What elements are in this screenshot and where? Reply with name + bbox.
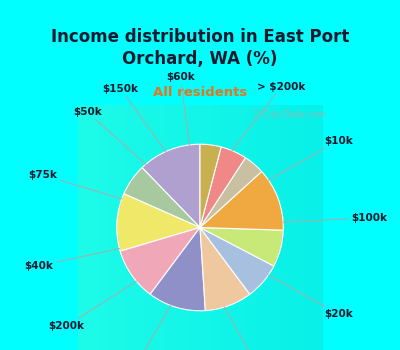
Text: $125k: $125k	[224, 307, 279, 350]
Text: All residents: All residents	[153, 85, 247, 99]
Wedge shape	[200, 158, 262, 228]
Text: $200k: $200k	[48, 281, 136, 331]
Wedge shape	[200, 228, 250, 311]
Text: > $200k: > $200k	[232, 82, 305, 151]
Wedge shape	[200, 147, 246, 228]
Wedge shape	[200, 144, 221, 228]
Text: ⓘ City-Data.com: ⓘ City-Data.com	[254, 110, 326, 119]
Wedge shape	[117, 194, 200, 251]
Wedge shape	[200, 228, 274, 294]
Wedge shape	[200, 172, 283, 230]
Wedge shape	[142, 144, 200, 228]
Wedge shape	[200, 228, 283, 266]
Text: $20k: $20k	[268, 275, 353, 320]
Text: $100k: $100k	[283, 213, 388, 223]
Text: $50k: $50k	[73, 107, 146, 164]
Wedge shape	[120, 228, 200, 294]
Text: $10k: $10k	[268, 135, 353, 180]
Text: $30k: $30k	[119, 305, 171, 350]
Wedge shape	[150, 228, 205, 311]
Text: $75k: $75k	[28, 170, 122, 199]
Text: $60k: $60k	[166, 72, 195, 145]
Wedge shape	[124, 168, 200, 228]
Text: $150k: $150k	[102, 84, 166, 152]
Text: $40k: $40k	[24, 248, 120, 271]
Text: Income distribution in East Port
Orchard, WA (%): Income distribution in East Port Orchard…	[51, 28, 349, 68]
